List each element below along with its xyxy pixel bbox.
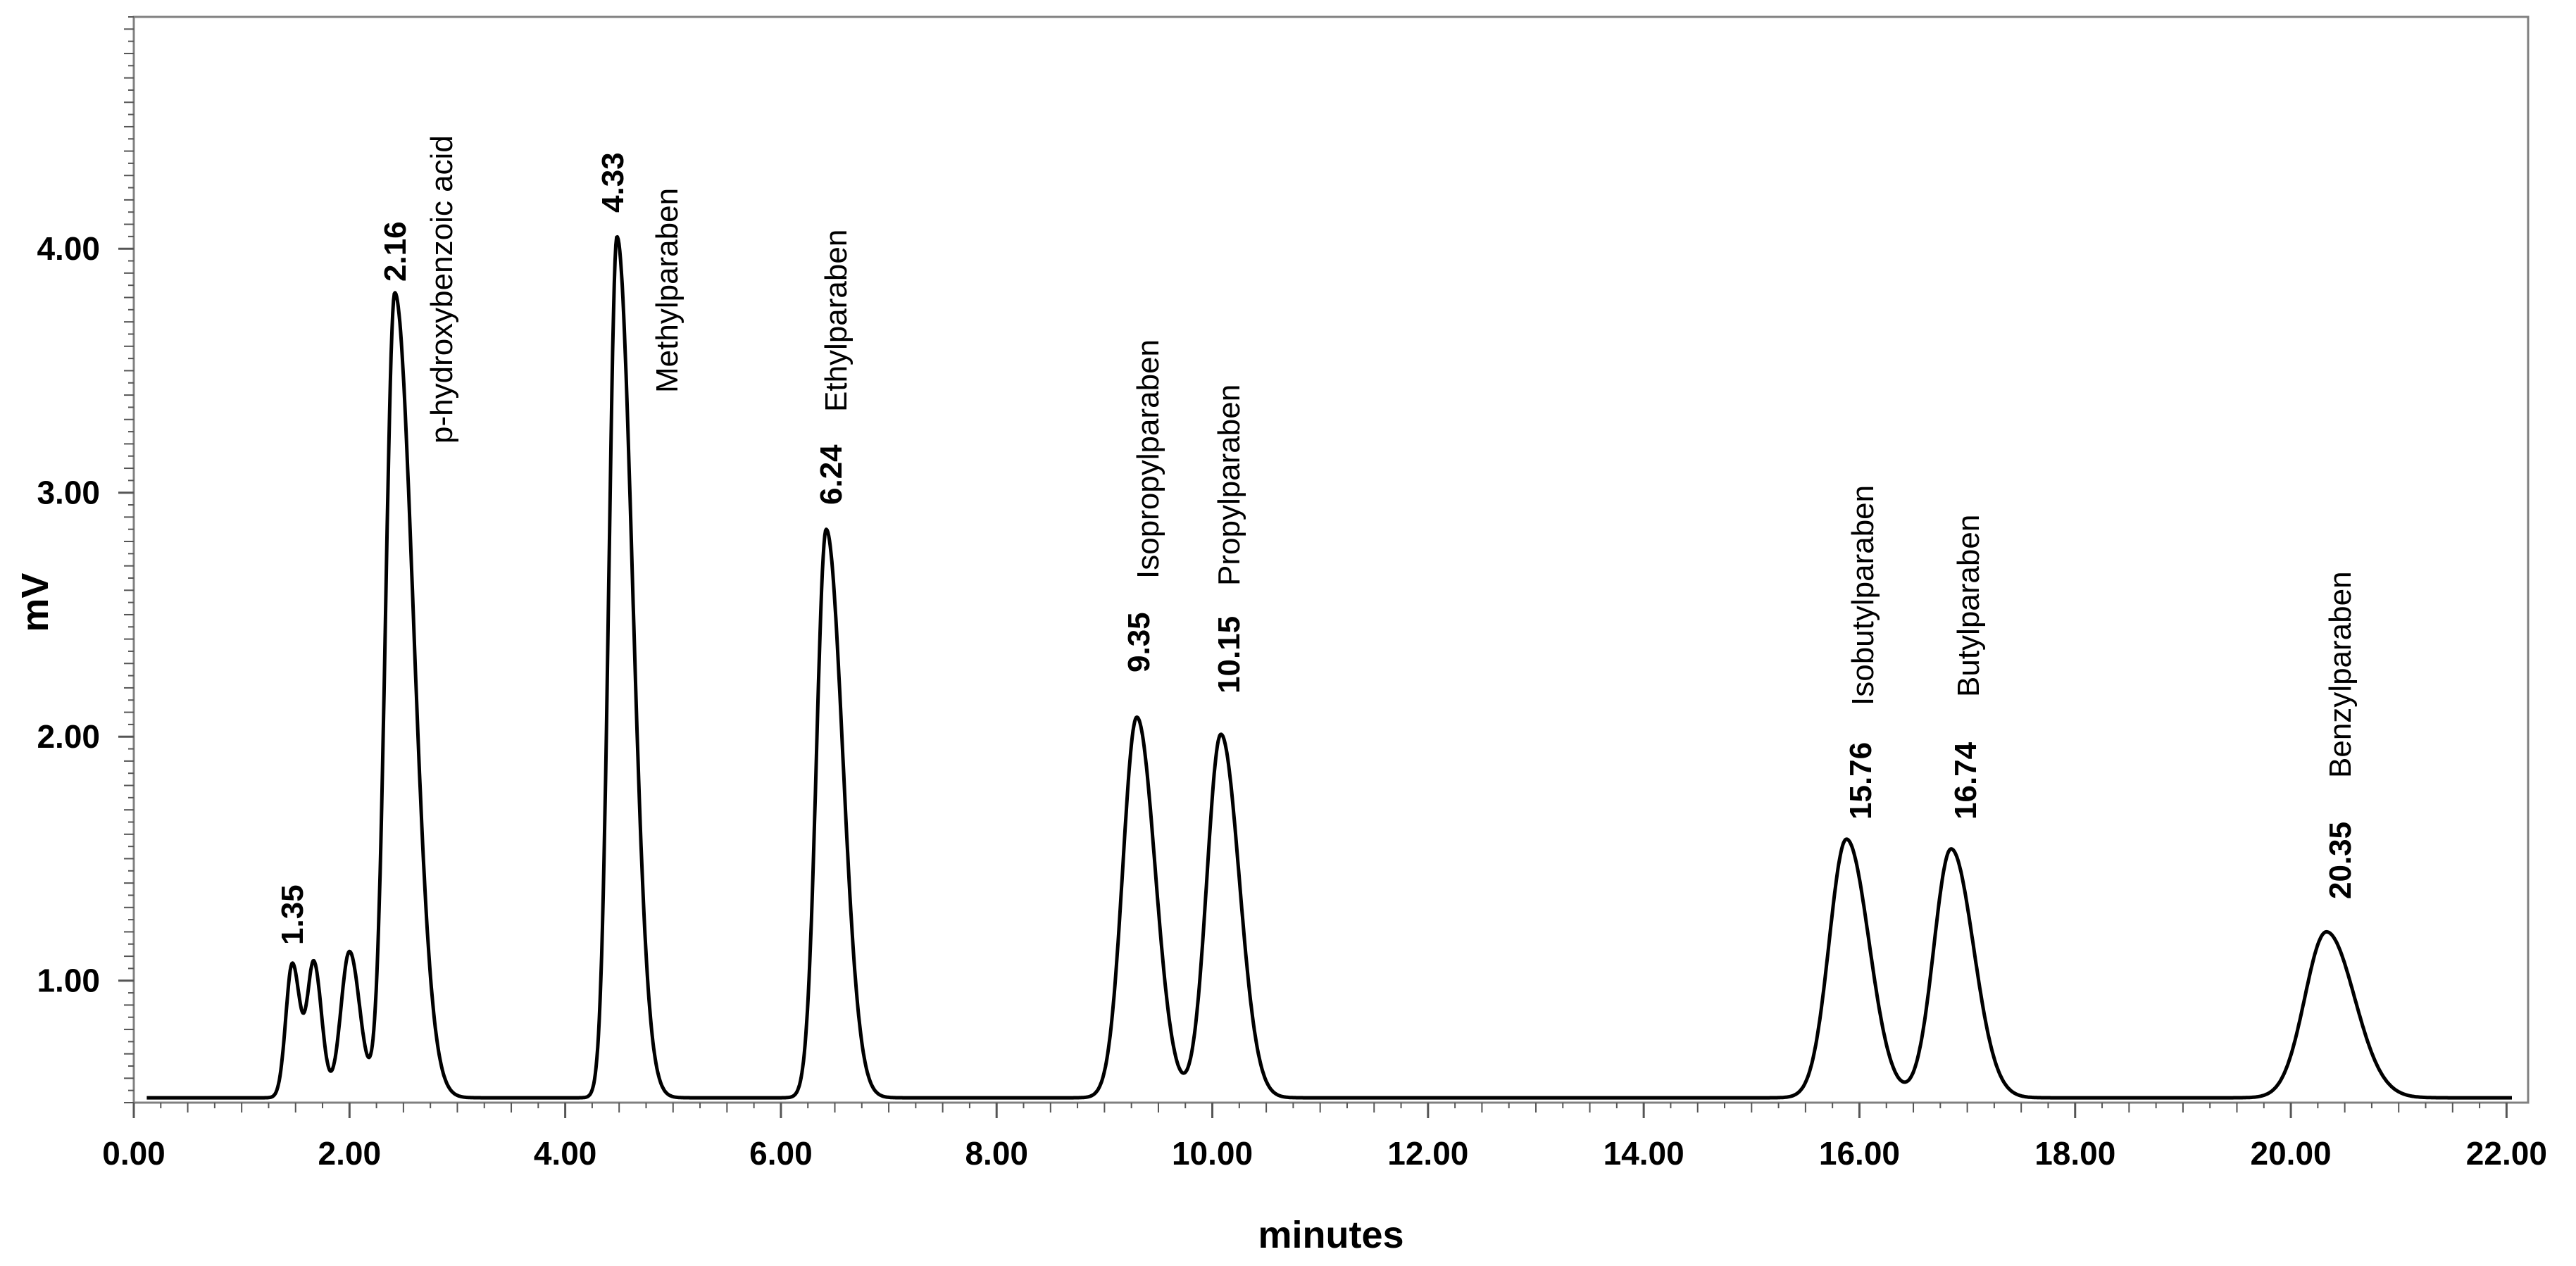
x-tick-label: 8.00 xyxy=(965,1135,1028,1172)
x-tick-label: 12.00 xyxy=(1387,1135,1468,1172)
y-tick-label: 2.00 xyxy=(37,718,100,755)
peak-retention-time-label: 16.74 xyxy=(1949,741,1983,820)
peak-retention-time-label: 9.35 xyxy=(1122,612,1156,672)
x-tick-label: 20.00 xyxy=(2251,1135,2332,1172)
peak-compound-label: Ethylparaben xyxy=(819,230,854,412)
x-tick-label: 6.00 xyxy=(749,1135,813,1172)
peak-compound-label: Benzylparaben xyxy=(2323,571,2358,778)
x-tick-label: 4.00 xyxy=(534,1135,597,1172)
x-tick-label: 10.00 xyxy=(1172,1135,1253,1172)
y-tick-label: 1.00 xyxy=(37,963,100,999)
axis-ticks xyxy=(118,16,2508,1118)
x-axis-title: minutes xyxy=(1258,1214,1403,1256)
peak-compound-label: Propylparaben xyxy=(1212,384,1246,586)
peak-compound-label: p-hydroxybenzoic acid xyxy=(425,135,459,444)
peak-retention-time-label: 6.24 xyxy=(814,444,849,505)
x-tick-label: 16.00 xyxy=(1819,1135,1900,1172)
peak-compound-label: Butylparaben xyxy=(1951,515,1986,697)
x-tick-label: 0.00 xyxy=(102,1135,165,1172)
peak-compound-label: Isobutylparaben xyxy=(1846,485,1880,706)
x-tick-label: 18.00 xyxy=(2034,1135,2115,1172)
peak-retention-time-label: 2.16 xyxy=(378,221,413,282)
x-tick-label: 2.00 xyxy=(318,1135,382,1172)
peak-retention-time-label: 15.76 xyxy=(1844,742,1878,820)
peak-compound-label: Isopropylparaben xyxy=(1131,339,1165,579)
peak-annotations: 1.35 2.16 p-hydroxybenzoic acid 4.33 Methylp… xyxy=(275,135,2358,945)
peak-retention-time-label: 20.35 xyxy=(2323,822,2358,899)
y-axis-title: mV xyxy=(14,573,56,632)
x-tick-label: 14.00 xyxy=(1603,1135,1684,1172)
y-tick-label: 3.00 xyxy=(37,475,100,511)
chromatogram-trace xyxy=(146,234,2513,1100)
y-tick-labels: 1.00 2.00 3.00 4.00 xyxy=(37,230,100,999)
plot-frame xyxy=(132,15,2530,1104)
x-tick-label: 22.00 xyxy=(2466,1135,2547,1172)
y-tick-label: 4.00 xyxy=(37,230,100,267)
peak-retention-time-label: 4.33 xyxy=(596,152,630,213)
peak-compound-label: Methylparaben xyxy=(650,188,684,393)
x-tick-labels: 0.00 2.00 4.00 6.00 8.00 10.00 12.00 14.00 16.00… xyxy=(102,1135,2547,1172)
peak-retention-time-label: 10.15 xyxy=(1212,616,1246,694)
peak-retention-time-label: 1.35 xyxy=(275,884,310,945)
